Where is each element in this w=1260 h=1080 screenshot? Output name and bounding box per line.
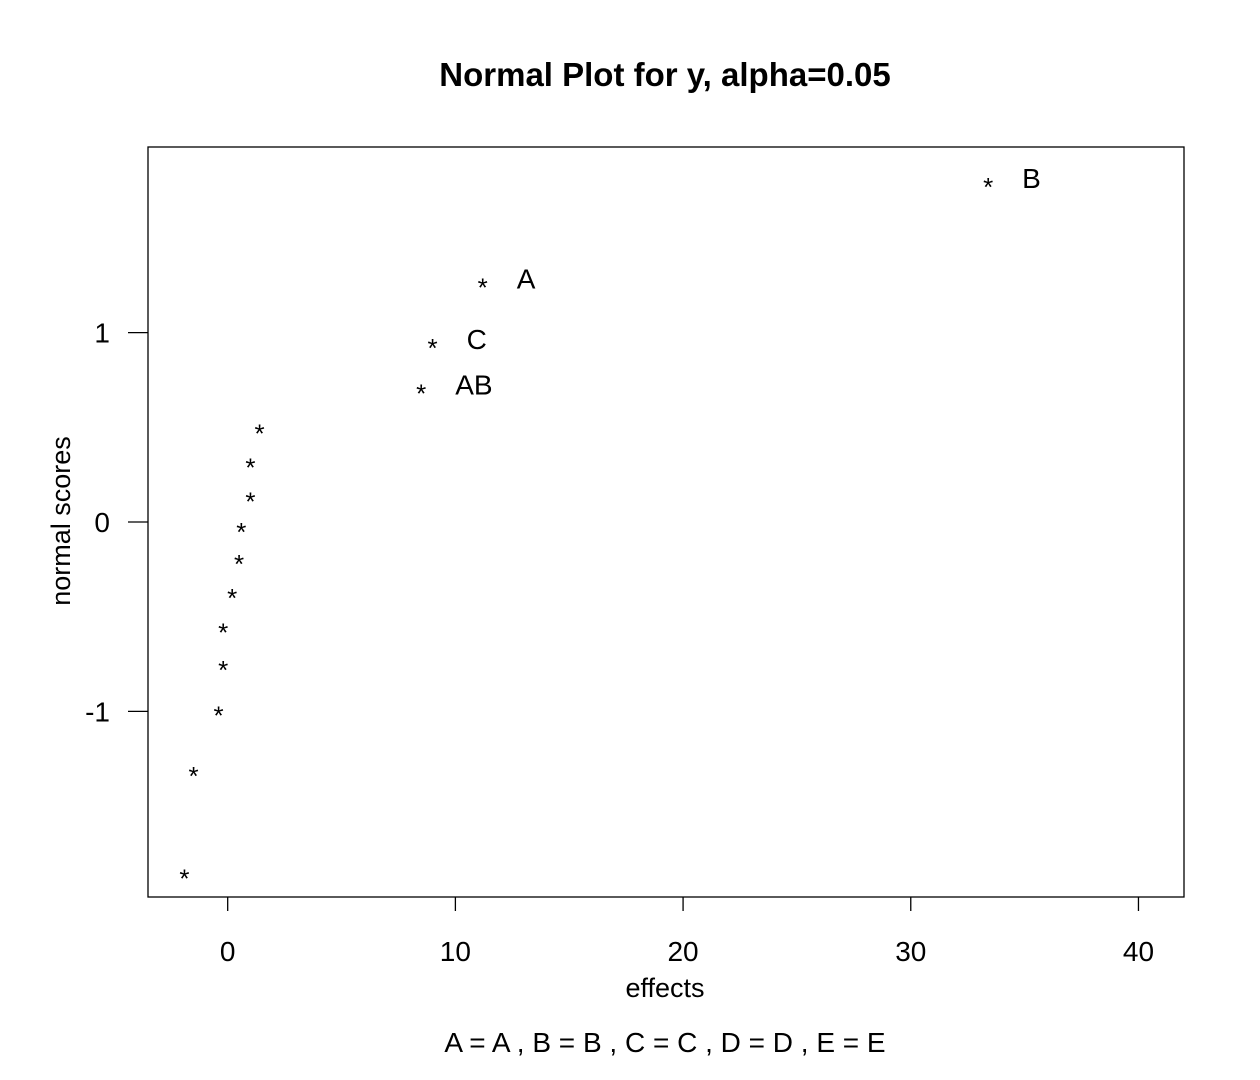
y-axis-label: normal scores: [46, 436, 76, 606]
data-point: *: [255, 418, 265, 448]
data-point: *: [245, 453, 255, 483]
plot-frame: [147, 146, 1185, 898]
data-point: *: [983, 172, 993, 202]
data-point: *: [478, 273, 488, 303]
y-axis: -1 0 1: [85, 318, 148, 727]
x-tick-label: 40: [1123, 936, 1154, 967]
data-point: *: [416, 379, 426, 409]
x-axis-label: effects: [625, 973, 704, 1003]
data-point: *: [245, 487, 255, 517]
data-point-label: A: [517, 264, 536, 295]
x-tick-label: 30: [895, 936, 926, 967]
effect-legend-footer: A = A , B = B , C = C , D = D , E = E: [444, 1027, 885, 1058]
y-tick-label: -1: [85, 696, 110, 727]
data-point: *: [236, 517, 246, 547]
data-point: *: [234, 549, 244, 579]
y-tick-label: 0: [94, 507, 110, 538]
chart-title: Normal Plot for y, alpha=0.05: [439, 56, 890, 93]
data-point: *: [188, 761, 198, 791]
data-point-label: AB: [455, 370, 492, 401]
y-tick-label: 1: [94, 318, 110, 349]
data-points: ************ AB* C* A* B: [179, 163, 1041, 893]
data-point-label: B: [1022, 163, 1041, 194]
x-tick-label: 0: [220, 936, 236, 967]
data-point: *: [218, 655, 228, 685]
data-point-label: C: [467, 324, 487, 355]
data-point: *: [227, 583, 237, 613]
x-tick-label: 10: [440, 936, 471, 967]
data-point: *: [179, 863, 189, 893]
data-point: *: [218, 617, 228, 647]
x-axis: 0 10 20 30 40: [220, 897, 1154, 967]
x-tick-label: 20: [667, 936, 698, 967]
data-point: *: [428, 333, 438, 363]
data-point: *: [214, 701, 224, 731]
